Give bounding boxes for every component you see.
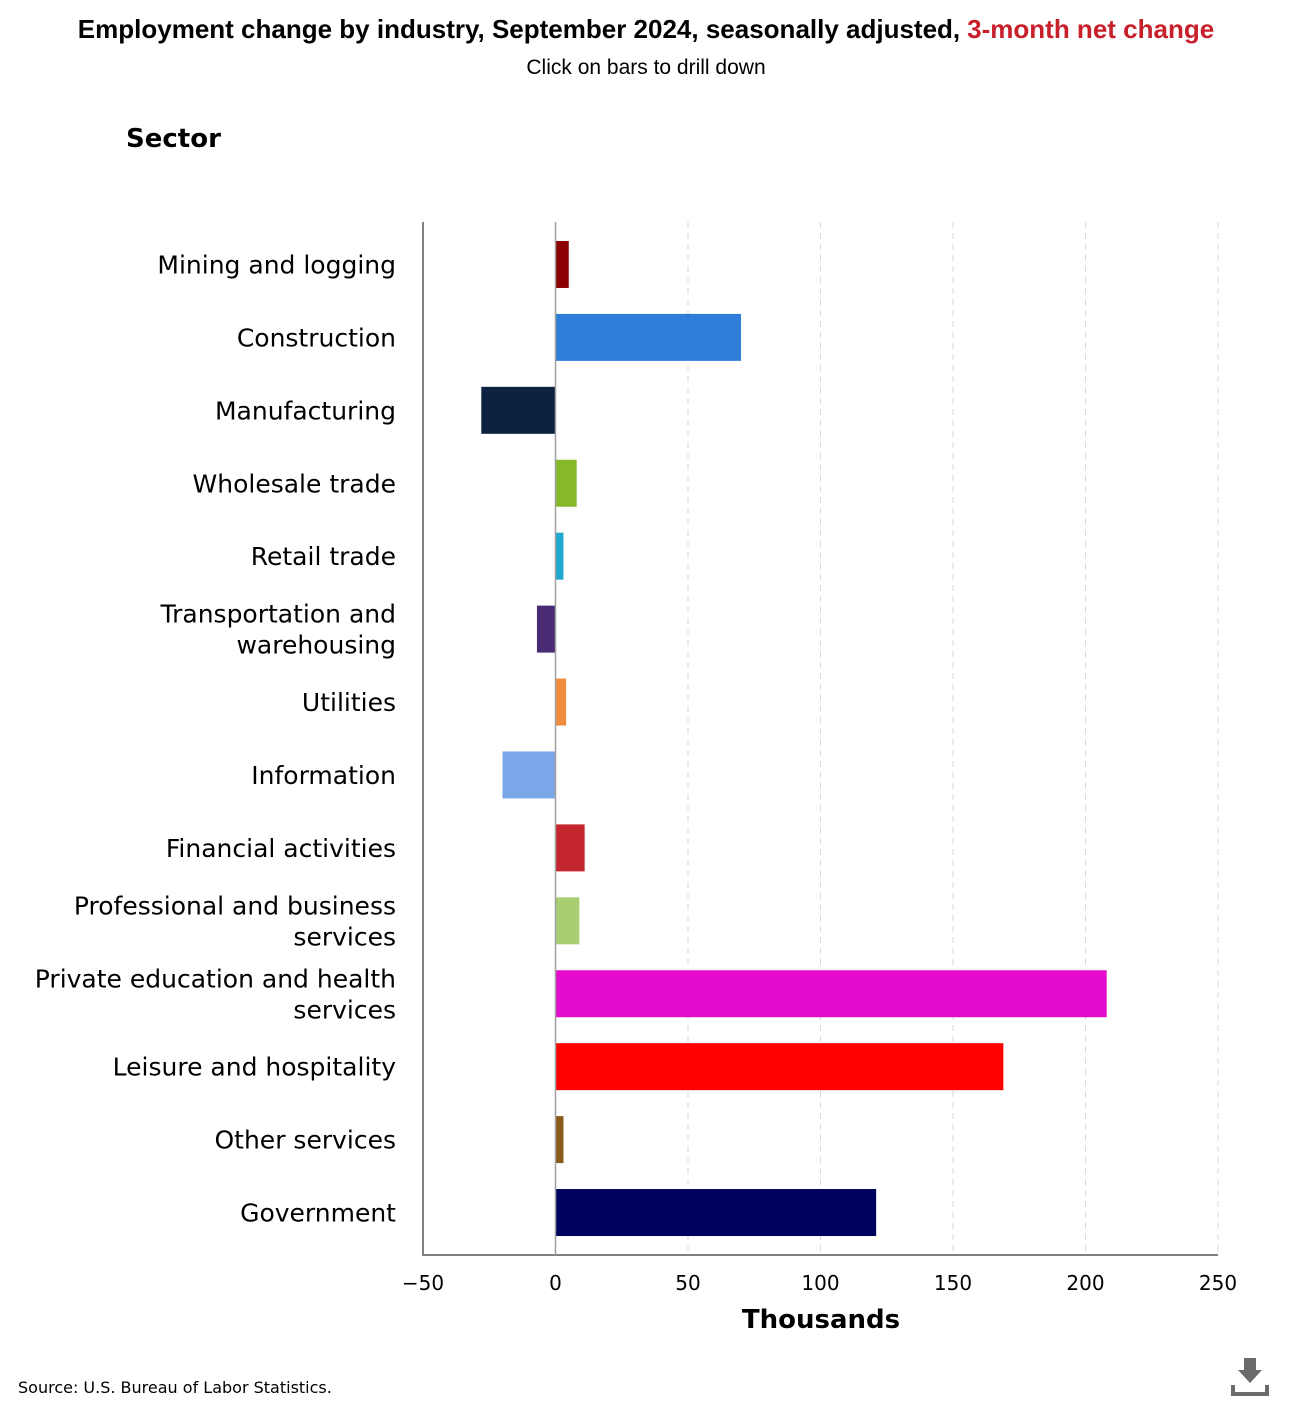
category-label-line: Transportation and xyxy=(160,600,397,629)
chart-title-highlight: 3-month net change xyxy=(967,14,1214,44)
x-axis-title: Thousands xyxy=(742,1305,900,1335)
category-label-line: Financial activities xyxy=(166,834,396,863)
category-label-line: Construction xyxy=(237,323,396,352)
category-label-5: Transportation and warehousing xyxy=(160,600,397,660)
category-label-line: Government xyxy=(240,1199,396,1228)
category-label-2: Manufacturing xyxy=(215,396,396,425)
category-label-6: Utilities xyxy=(302,688,396,717)
category-label-10: Private education and health services xyxy=(35,964,396,1024)
x-tick-label-5: 200 xyxy=(1066,1271,1104,1295)
x-tick-label-3: 100 xyxy=(801,1271,839,1295)
category-labels: Mining and logging Construction Manufactur… xyxy=(35,250,396,1227)
category-label-line: Mining and logging xyxy=(157,250,396,279)
bar-7[interactable] xyxy=(502,751,556,799)
x-tick-label-6: 250 xyxy=(1199,1271,1237,1295)
category-label-1: Construction xyxy=(237,323,396,352)
category-label-11: Leisure and hospitality xyxy=(113,1053,397,1082)
chart-title: Employment change by industry, September… xyxy=(78,14,1214,44)
category-label-12: Other services xyxy=(214,1126,396,1155)
axes xyxy=(422,222,1218,1256)
y-axis-title: Sector xyxy=(126,124,221,154)
category-label-8: Financial activities xyxy=(166,834,396,863)
category-label-line: Other services xyxy=(214,1126,396,1155)
category-label-line: Utilities xyxy=(302,688,396,717)
download-icon[interactable] xyxy=(1228,1352,1272,1398)
bar-8[interactable] xyxy=(555,824,585,872)
category-label-line: Manufacturing xyxy=(215,396,396,425)
chart-title-main: Employment change by industry, September… xyxy=(78,14,960,44)
bar-9[interactable] xyxy=(555,897,580,945)
category-label-line: warehousing xyxy=(236,631,396,660)
category-label-line: services xyxy=(293,922,396,951)
category-label-line: Retail trade xyxy=(251,542,396,571)
bar-0[interactable] xyxy=(555,240,569,288)
bar-12[interactable] xyxy=(555,1116,564,1164)
bar-10[interactable] xyxy=(555,970,1107,1018)
category-label-line: Information xyxy=(251,761,396,790)
chart-subtitle: Click on bars to drill down xyxy=(526,56,765,79)
bar-1[interactable] xyxy=(555,313,742,361)
gridlines xyxy=(555,222,1219,1255)
x-tick-label-4: 150 xyxy=(934,1271,972,1295)
bar-series xyxy=(481,240,1107,1237)
category-label-9: Professional and business services xyxy=(74,891,396,951)
bar-6[interactable] xyxy=(555,678,567,726)
category-label-0: Mining and logging xyxy=(157,250,396,279)
category-label-3: Wholesale trade xyxy=(193,469,396,498)
bar-13[interactable] xyxy=(555,1189,877,1237)
category-label-4: Retail trade xyxy=(251,542,396,571)
bar-4[interactable] xyxy=(555,532,564,580)
x-tick-label-2: 50 xyxy=(675,1271,700,1295)
x-tick-label-0: −50 xyxy=(402,1271,444,1295)
bar-11[interactable] xyxy=(555,1043,1004,1091)
bar-2[interactable] xyxy=(481,386,556,434)
category-label-line: Private education and health xyxy=(35,964,396,993)
x-tick-label-1: 0 xyxy=(549,1271,562,1295)
category-label-line: Wholesale trade xyxy=(193,469,396,498)
category-label-line: Professional and business xyxy=(74,891,396,920)
x-tick-labels: −50 0 50 100 150 200 250 xyxy=(402,1271,1237,1295)
bar-3[interactable] xyxy=(555,459,577,507)
source-note: Source: U.S. Bureau of Labor Statistics. xyxy=(18,1378,332,1397)
bar-5[interactable] xyxy=(536,605,556,653)
category-label-13: Government xyxy=(240,1199,396,1228)
category-label-7: Information xyxy=(251,761,396,790)
category-label-line: services xyxy=(293,995,396,1024)
category-label-line: Leisure and hospitality xyxy=(113,1053,397,1082)
